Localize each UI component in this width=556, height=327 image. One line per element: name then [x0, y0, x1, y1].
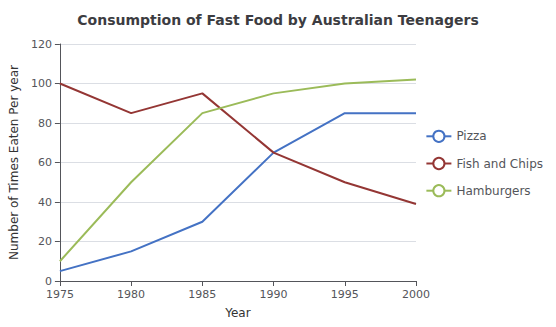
svg-text:Number of Times Eaten Per year: Number of Times Eaten Per year: [7, 65, 21, 260]
svg-text:Year: Year: [224, 306, 250, 320]
svg-text:0: 0: [45, 275, 52, 288]
svg-text:Pizza: Pizza: [456, 129, 486, 143]
svg-text:1975: 1975: [46, 288, 74, 301]
svg-text:120: 120: [31, 38, 52, 51]
svg-text:1995: 1995: [331, 288, 359, 301]
svg-text:40: 40: [38, 196, 52, 209]
svg-text:2000: 2000: [402, 288, 430, 301]
svg-text:Consumption of Fast Food by Au: Consumption of Fast Food by Australian T…: [77, 12, 478, 28]
svg-text:1985: 1985: [188, 288, 216, 301]
svg-text:100: 100: [31, 77, 52, 90]
svg-text:Hamburgers: Hamburgers: [456, 184, 530, 198]
svg-text:1990: 1990: [260, 288, 288, 301]
svg-text:20: 20: [38, 235, 52, 248]
svg-text:60: 60: [38, 156, 52, 169]
svg-text:80: 80: [38, 117, 52, 130]
svg-text:1980: 1980: [117, 288, 145, 301]
svg-text:Fish and Chips: Fish and Chips: [456, 157, 543, 171]
